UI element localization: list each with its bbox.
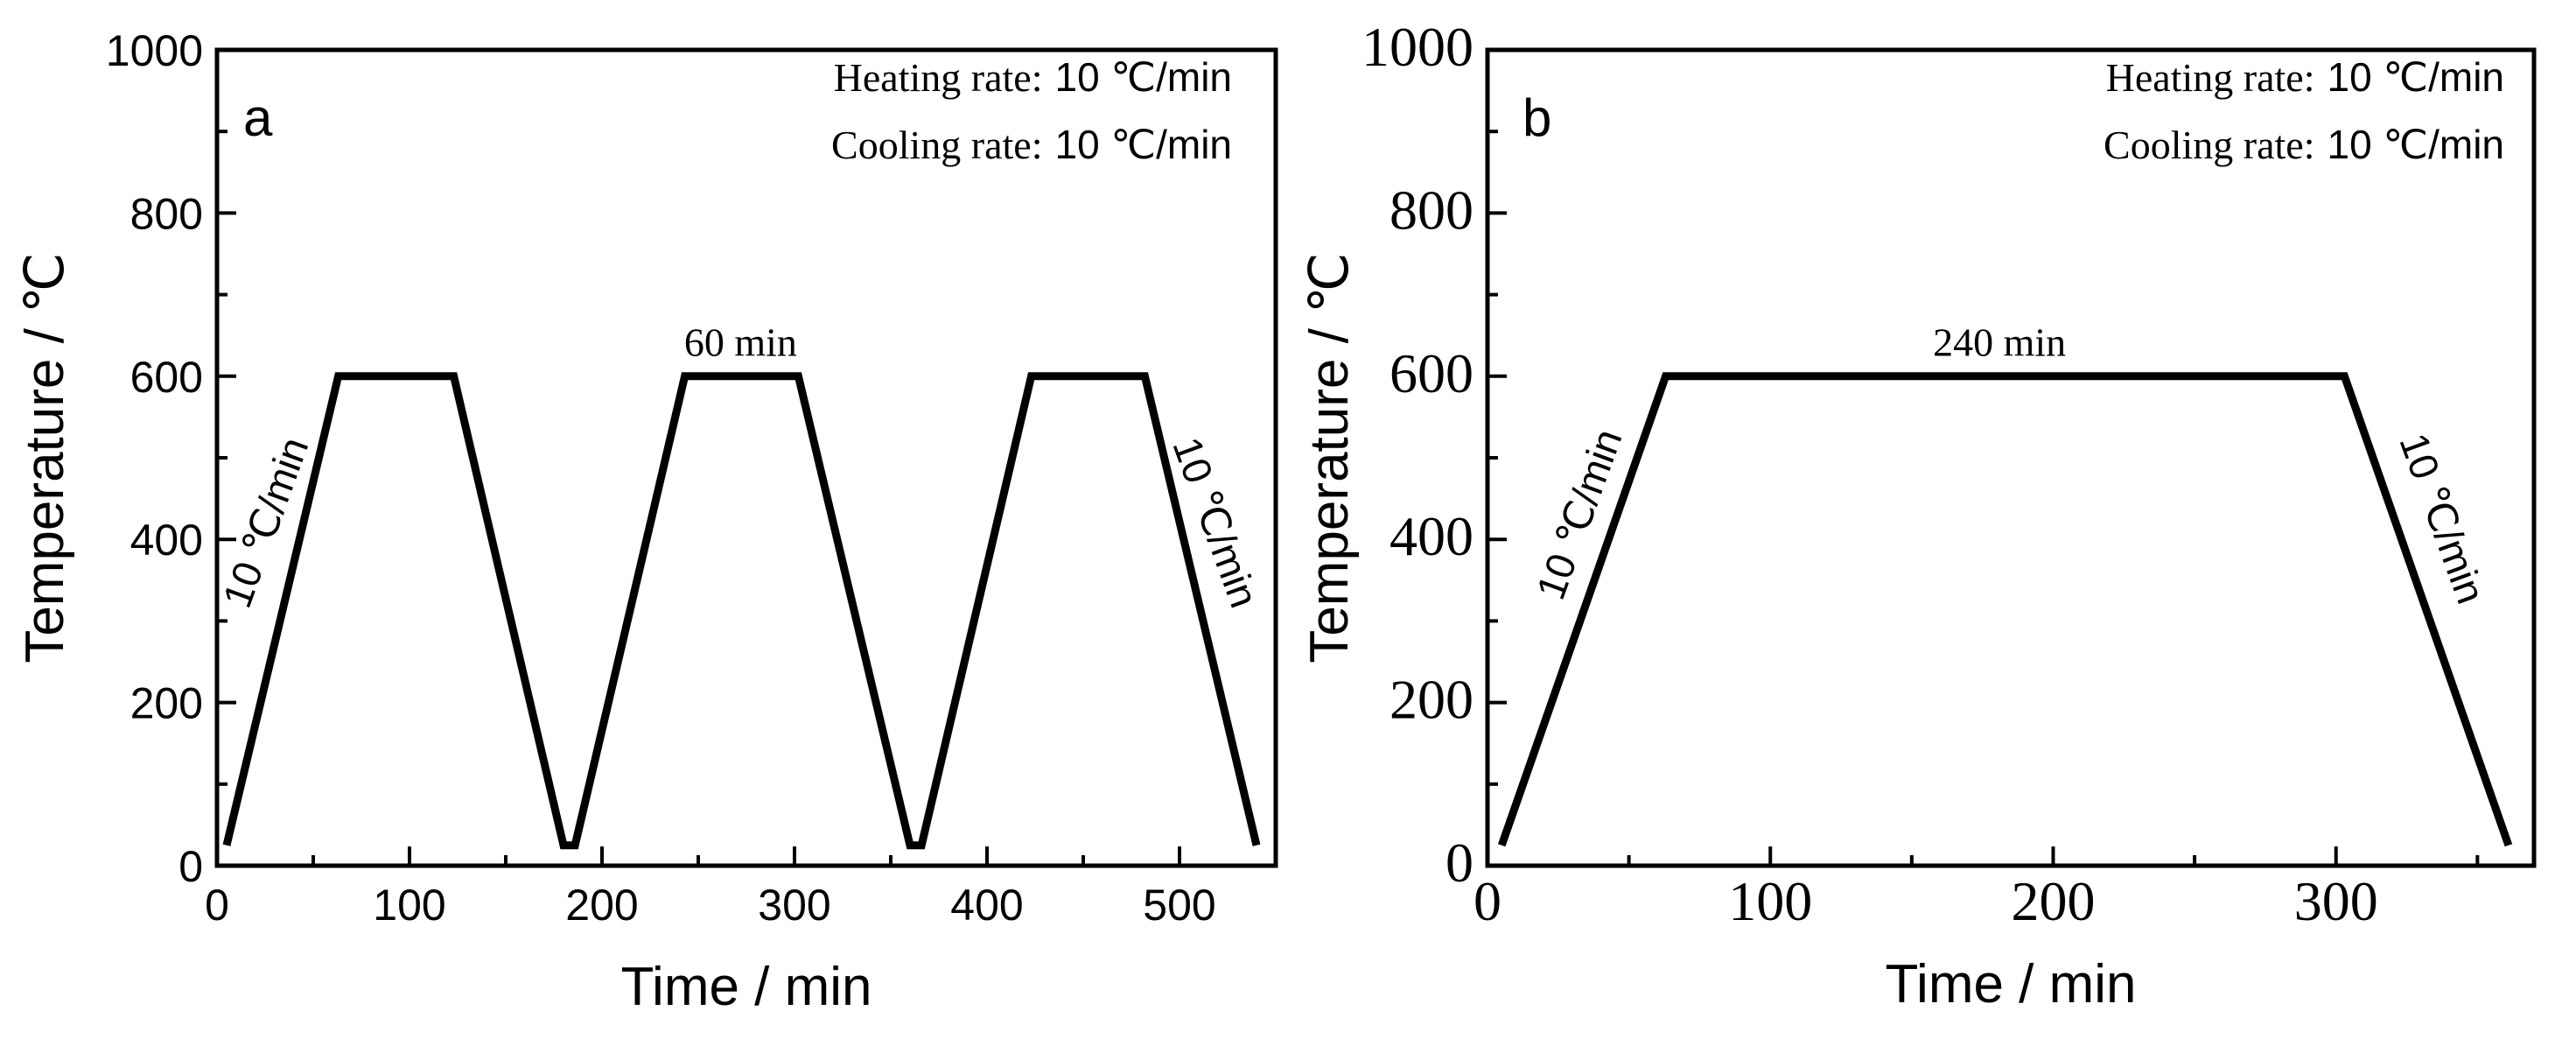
panel-a-y-tick-label: 1000: [106, 26, 203, 75]
panel-b-legend-value: 10 ℃/min: [2327, 54, 2504, 100]
panel-a-y-axis-title: Temperature / ℃: [15, 252, 75, 663]
panel-a-panel-label: a: [243, 88, 273, 147]
panel-a-legend-entry: Cooling rate: 10 ℃/min: [831, 122, 1232, 167]
panel-a-plot-frame: [214, 47, 1278, 868]
panel-a-y-tick-label: 0: [178, 842, 203, 891]
panel-a-legend-value: 10 ℃/min: [1054, 122, 1232, 167]
panel-b-legend-label: Heating rate:: [2106, 55, 2315, 100]
panel-a-y-tick-label: 600: [130, 353, 203, 402]
panel-a-y-tick-label: 200: [130, 679, 203, 728]
panel-a-legend-value: 10 ℃/min: [1054, 54, 1232, 100]
panel-b-y-axis-title: Temperature / ℃: [1299, 252, 1360, 663]
panel-b-legend-value: 10 ℃/min: [2327, 122, 2504, 167]
panel-a-x-tick-label: 200: [565, 881, 638, 930]
panel-a-x-tick-label: 300: [758, 881, 830, 930]
panel-a-chart: 0 100 200 300 400 500 0 200 400 600 800 1000 Time / …: [15, 26, 1278, 1017]
panel-b-annotation: 10 ℃/min: [2390, 427, 2494, 609]
panel-a-x-tick-label: 500: [1143, 881, 1215, 930]
panel-a-annotation: 60 min: [684, 320, 797, 365]
panel-b-x-tick-label: 100: [1728, 870, 1812, 932]
panel-a-legend-entry: Heating rate: 10 ℃/min: [834, 54, 1232, 100]
panel-a-x-tick-label: 0: [205, 881, 229, 930]
panel-b-y-tick-label: 400: [1390, 505, 1474, 567]
panel-b-y-tick-label: 1000: [1362, 16, 1474, 78]
panel-a-series-line: [222, 372, 1261, 850]
panel-a-x-axis-title: Time / min: [620, 957, 872, 1017]
panel-b-y-tick-label: 0: [1446, 832, 1474, 894]
panel-a-legend-label: Cooling rate:: [831, 123, 1042, 167]
panel-b-y-tick-label: 800: [1390, 179, 1474, 241]
panel-b-y-tick-label: 600: [1390, 342, 1474, 404]
panel-a-legend-label: Heating rate:: [834, 55, 1043, 100]
panel-b-x-axis-title: Time / min: [1885, 954, 2136, 1014]
panel-b-annotation: 240 min: [1933, 320, 2066, 365]
panel-b-legend-entry: Cooling rate: 10 ℃/min: [2104, 122, 2504, 167]
panel-a-y-tick-label: 400: [130, 516, 203, 565]
panel-b-y-tick-label: 200: [1390, 669, 1474, 731]
panel-b-chart: 0 100 200 300 0 200 400 600 800 1000 Time / min Tem…: [1299, 16, 2537, 1014]
panel-a-y-tick-label: 800: [130, 189, 203, 238]
panel-b-x-tick-label: 200: [2011, 870, 2095, 932]
panel-b-legend-entry: Heating rate: 10 ℃/min: [2106, 54, 2504, 100]
panel-b-series-line: [1497, 372, 2513, 847]
panel-b-x-tick-label: 300: [2294, 870, 2378, 932]
panel-b-panel-label: b: [1522, 88, 1551, 147]
panel-a-x-tick-label: 400: [950, 881, 1023, 930]
panel-a-x-tick-label: 100: [373, 881, 445, 930]
panel-b-x-tick-label: 0: [1474, 870, 1502, 932]
panel-b-legend-label: Cooling rate:: [2104, 123, 2314, 167]
